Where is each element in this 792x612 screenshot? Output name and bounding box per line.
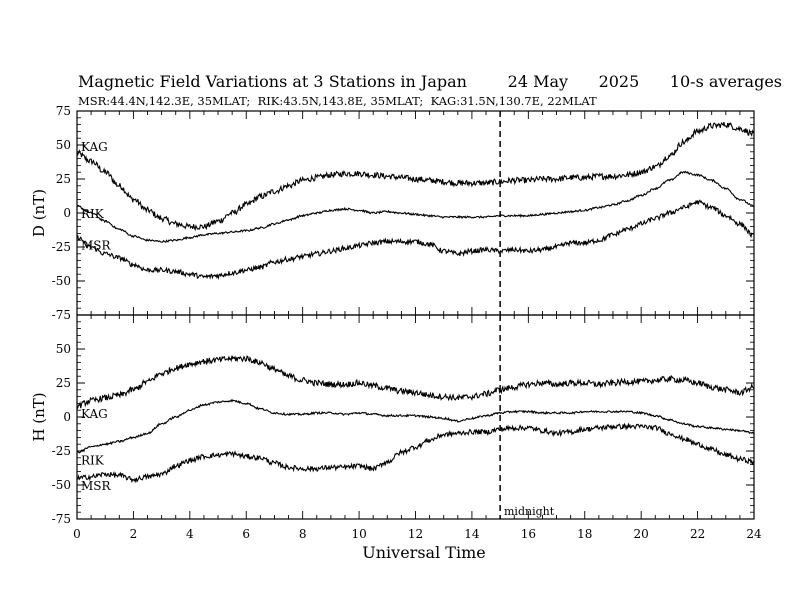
- series-label-kag: KAG: [81, 407, 108, 421]
- y-tick-label: -75: [52, 512, 71, 526]
- x-tick-label: 10: [351, 527, 366, 541]
- y-tick-label: 75: [56, 104, 71, 118]
- midnight-annotation: midnight: [504, 505, 555, 518]
- y-tick-label: 25: [56, 172, 71, 186]
- x-tick-label: 20: [634, 527, 649, 541]
- series-label-msr: MSR: [81, 238, 112, 252]
- series-line-kag: [76, 355, 755, 410]
- y-tick-label: 25: [56, 376, 71, 390]
- x-tick-label: 8: [299, 527, 307, 541]
- x-tick-label: 6: [242, 527, 250, 541]
- panel-frame: [76, 110, 755, 316]
- x-tick-label: 4: [186, 527, 194, 541]
- series-line-msr: [76, 199, 755, 281]
- y-tick-label: 0: [63, 206, 71, 220]
- series-label-rik: RIK: [81, 453, 105, 467]
- y-tick-label: -25: [52, 240, 71, 254]
- panel-h: 50 25 0 -25 -50 -75 H (nT) KAG RIK MSR: [30, 314, 755, 526]
- y-tick-label: 0: [63, 410, 71, 424]
- y-tick-label: -75: [52, 308, 71, 322]
- y-tick-label: -50: [52, 274, 71, 288]
- x-tick-label: 14: [464, 527, 480, 541]
- chart-title: Magnetic Field Variations at 3 Stations …: [78, 72, 783, 91]
- series-line-rik: [76, 398, 755, 454]
- panel-d: 75 50 25 0 -25 -50 -75 D (nT) KAG RIK MSR: [30, 104, 755, 322]
- y-tick-label: 50: [56, 342, 71, 356]
- y-tick-label: -50: [52, 478, 71, 492]
- y-tick-label: 50: [56, 138, 71, 152]
- series-line-msr: [76, 422, 755, 484]
- x-tick-label: 22: [690, 527, 705, 541]
- series-label-msr: MSR: [81, 479, 112, 493]
- y-tick-label: -25: [52, 444, 71, 458]
- x-tick-label: 2: [130, 527, 138, 541]
- series-label-rik: RIK: [81, 207, 105, 221]
- chart-subtitle: MSR:44.4N,142.3E, 35MLAT; RIK:43.5N,143.…: [78, 94, 597, 108]
- x-tick-label: 16: [521, 527, 536, 541]
- x-tick-label: 0: [73, 527, 81, 541]
- x-tick-labels: 0 2 4 6 8 10 12 14 16 18 20 22 24: [73, 527, 762, 541]
- x-axis-label: Universal Time: [362, 543, 485, 562]
- series-line-rik: [76, 170, 755, 243]
- y-axis-label: H (nT): [30, 392, 48, 441]
- series-label-kag: KAG: [81, 140, 108, 154]
- y-axis-label: D (nT): [30, 189, 48, 237]
- x-tick-label: 12: [408, 527, 423, 541]
- x-tick-label: 24: [746, 527, 762, 541]
- x-tick-label: 18: [577, 527, 592, 541]
- series-line-kag: [76, 121, 755, 232]
